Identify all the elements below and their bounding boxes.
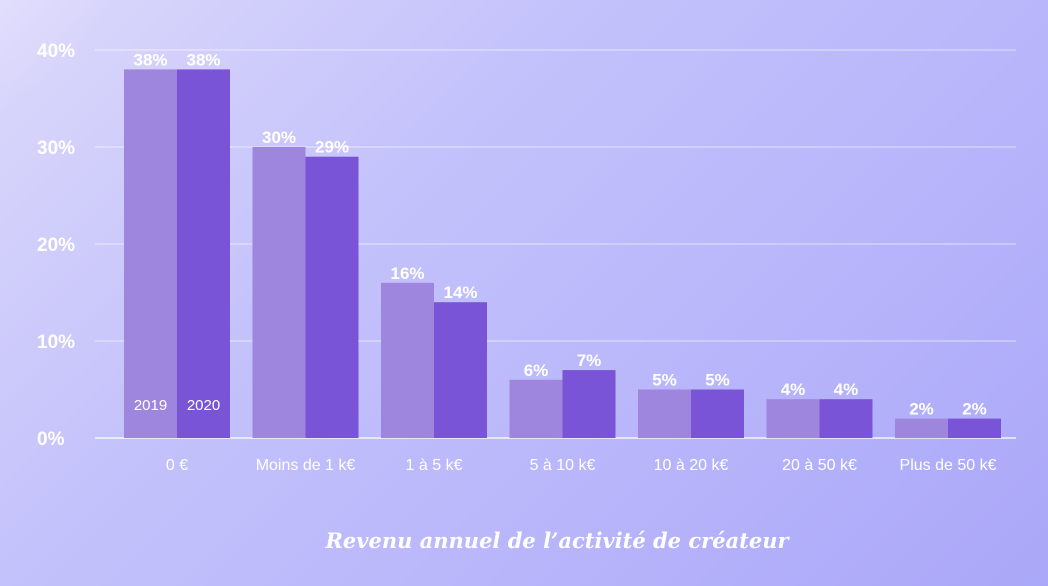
- data-label: 5%: [705, 371, 730, 390]
- y-tick-label: 10%: [37, 332, 75, 353]
- data-label: 16%: [390, 264, 424, 283]
- data-label: 2%: [909, 400, 934, 419]
- bar-2020: [434, 302, 487, 438]
- y-tick-label: 20%: [37, 235, 75, 256]
- bar-2020: [562, 370, 616, 438]
- data-label: 38%: [186, 50, 220, 69]
- category-labels: 0 € Moins de 1 k€ 1 à 5 k€ 5 à 10 k€ 10 à 20…: [166, 457, 997, 474]
- bar-2020: [819, 399, 873, 438]
- bar-2020: [948, 418, 1001, 438]
- category-label: 10 à 20 k€: [654, 457, 729, 474]
- data-label: 38%: [133, 50, 167, 69]
- y-tick-label: 30%: [37, 138, 75, 159]
- bar-2019: [766, 399, 820, 438]
- bars: [124, 69, 1001, 439]
- data-label: 14%: [443, 283, 477, 302]
- background-glow: [0, 0, 160, 160]
- chart-title: Revenu annuel de l’activité de créateur: [324, 528, 790, 553]
- data-label: 4%: [834, 380, 859, 399]
- bar-2019: [252, 147, 306, 438]
- category-label: Moins de 1 k€: [256, 457, 356, 474]
- category-label: Plus de 50 k€: [900, 457, 997, 474]
- bar-2020: [305, 156, 359, 438]
- series-label-2020: 2020: [187, 397, 220, 414]
- bar-2019: [638, 389, 691, 438]
- data-label: 4%: [781, 380, 806, 399]
- bar-2019: [895, 418, 948, 438]
- bar-2019: [381, 282, 434, 438]
- y-tick-label: 0%: [37, 429, 65, 450]
- data-label: 6%: [524, 361, 549, 380]
- category-label: 1 à 5 k€: [406, 457, 463, 474]
- category-label: 5 à 10 k€: [530, 457, 596, 474]
- y-axis-ticks: 0% 10% 20% 30% 40%: [37, 41, 75, 450]
- bar-2020: [177, 69, 230, 439]
- data-label: 7%: [577, 351, 602, 370]
- bar-2019: [124, 69, 177, 439]
- series-label-2019: 2019: [134, 397, 167, 414]
- data-labels: 38% 2019 38% 2020 30% 29% 16% 14% 6% 7% 5% 5% 4% 4% 2%…: [133, 50, 986, 418]
- data-label: 2%: [962, 400, 987, 419]
- category-label: 20 à 50 k€: [782, 457, 857, 474]
- data-label: 29%: [315, 138, 349, 157]
- y-tick-label: 40%: [37, 41, 75, 62]
- bar-2019: [509, 379, 563, 438]
- bar-2020: [691, 389, 744, 438]
- category-label: 0 €: [166, 457, 188, 474]
- data-label: 5%: [652, 371, 677, 390]
- data-label: 30%: [262, 128, 296, 147]
